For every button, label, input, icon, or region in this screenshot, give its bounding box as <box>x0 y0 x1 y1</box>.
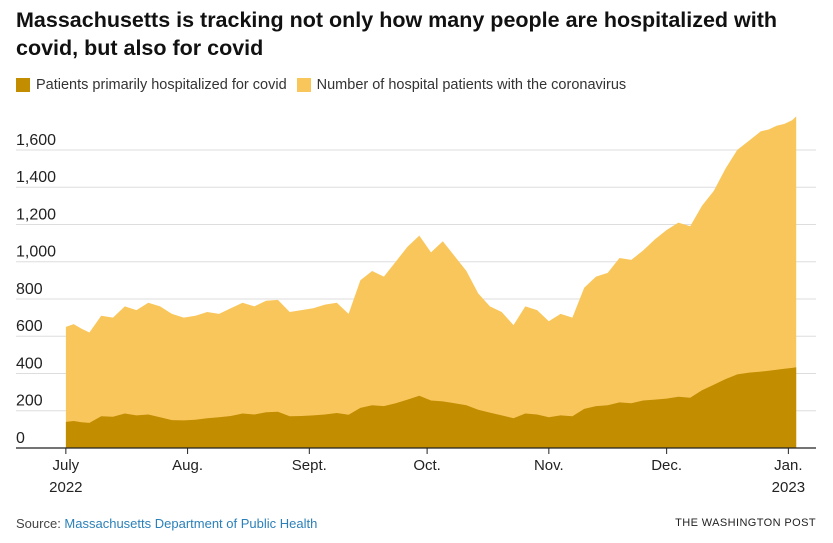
legend-label-total: Number of hospital patients with the cor… <box>316 77 627 93</box>
x-tick-label: Oct. <box>413 457 441 474</box>
area-total-patients <box>65 116 797 449</box>
credit-label: THE WASHINGTON POST <box>675 517 816 529</box>
legend-item-primary: Patients primarily hospitalized for covi… <box>16 77 287 93</box>
x-tick-label: Dec. <box>651 457 682 474</box>
area-primary-covid <box>65 367 797 448</box>
x-tick-label: Sept. <box>292 457 327 474</box>
y-tick-label: 1,400 <box>16 169 56 186</box>
source-note: Source: Massachusetts Department of Publ… <box>16 516 317 531</box>
y-tick-label: 0 <box>16 430 25 447</box>
x-tick-sublabel: 2022 <box>49 479 82 496</box>
legend-label-primary: Patients primarily hospitalized for covi… <box>36 77 287 93</box>
x-tick-label: Nov. <box>534 457 564 474</box>
y-tick-label: 600 <box>16 318 43 335</box>
legend-item-total: Number of hospital patients with the cor… <box>296 77 627 93</box>
source-link[interactable]: Massachusetts Department of Public Healt… <box>64 516 318 531</box>
chart-title: Massachusetts is tracking not only how m… <box>16 8 778 60</box>
x-tick-label: Jan. <box>774 457 802 474</box>
y-tick-label: 200 <box>16 393 43 410</box>
x-tick-label: July <box>53 457 80 474</box>
y-tick-label: 1,600 <box>16 132 56 149</box>
x-tick-label: Aug. <box>172 457 203 474</box>
x-tick-sublabel: 2023 <box>772 479 805 496</box>
y-tick-label: 400 <box>16 355 43 372</box>
y-tick-label: 1,200 <box>16 206 56 223</box>
y-tick-label: 1,000 <box>16 244 56 261</box>
area-chart: 0 200 400 600 800 1,000 1,200 1,400 1,600 July 202… <box>16 116 816 496</box>
legend-swatch-total <box>296 78 311 92</box>
legend: Patients primarily hospitalized for covi… <box>16 77 636 93</box>
y-tick-label: 800 <box>16 281 43 298</box>
source-prefix: Source: <box>16 516 65 531</box>
legend-swatch-primary <box>16 78 30 92</box>
